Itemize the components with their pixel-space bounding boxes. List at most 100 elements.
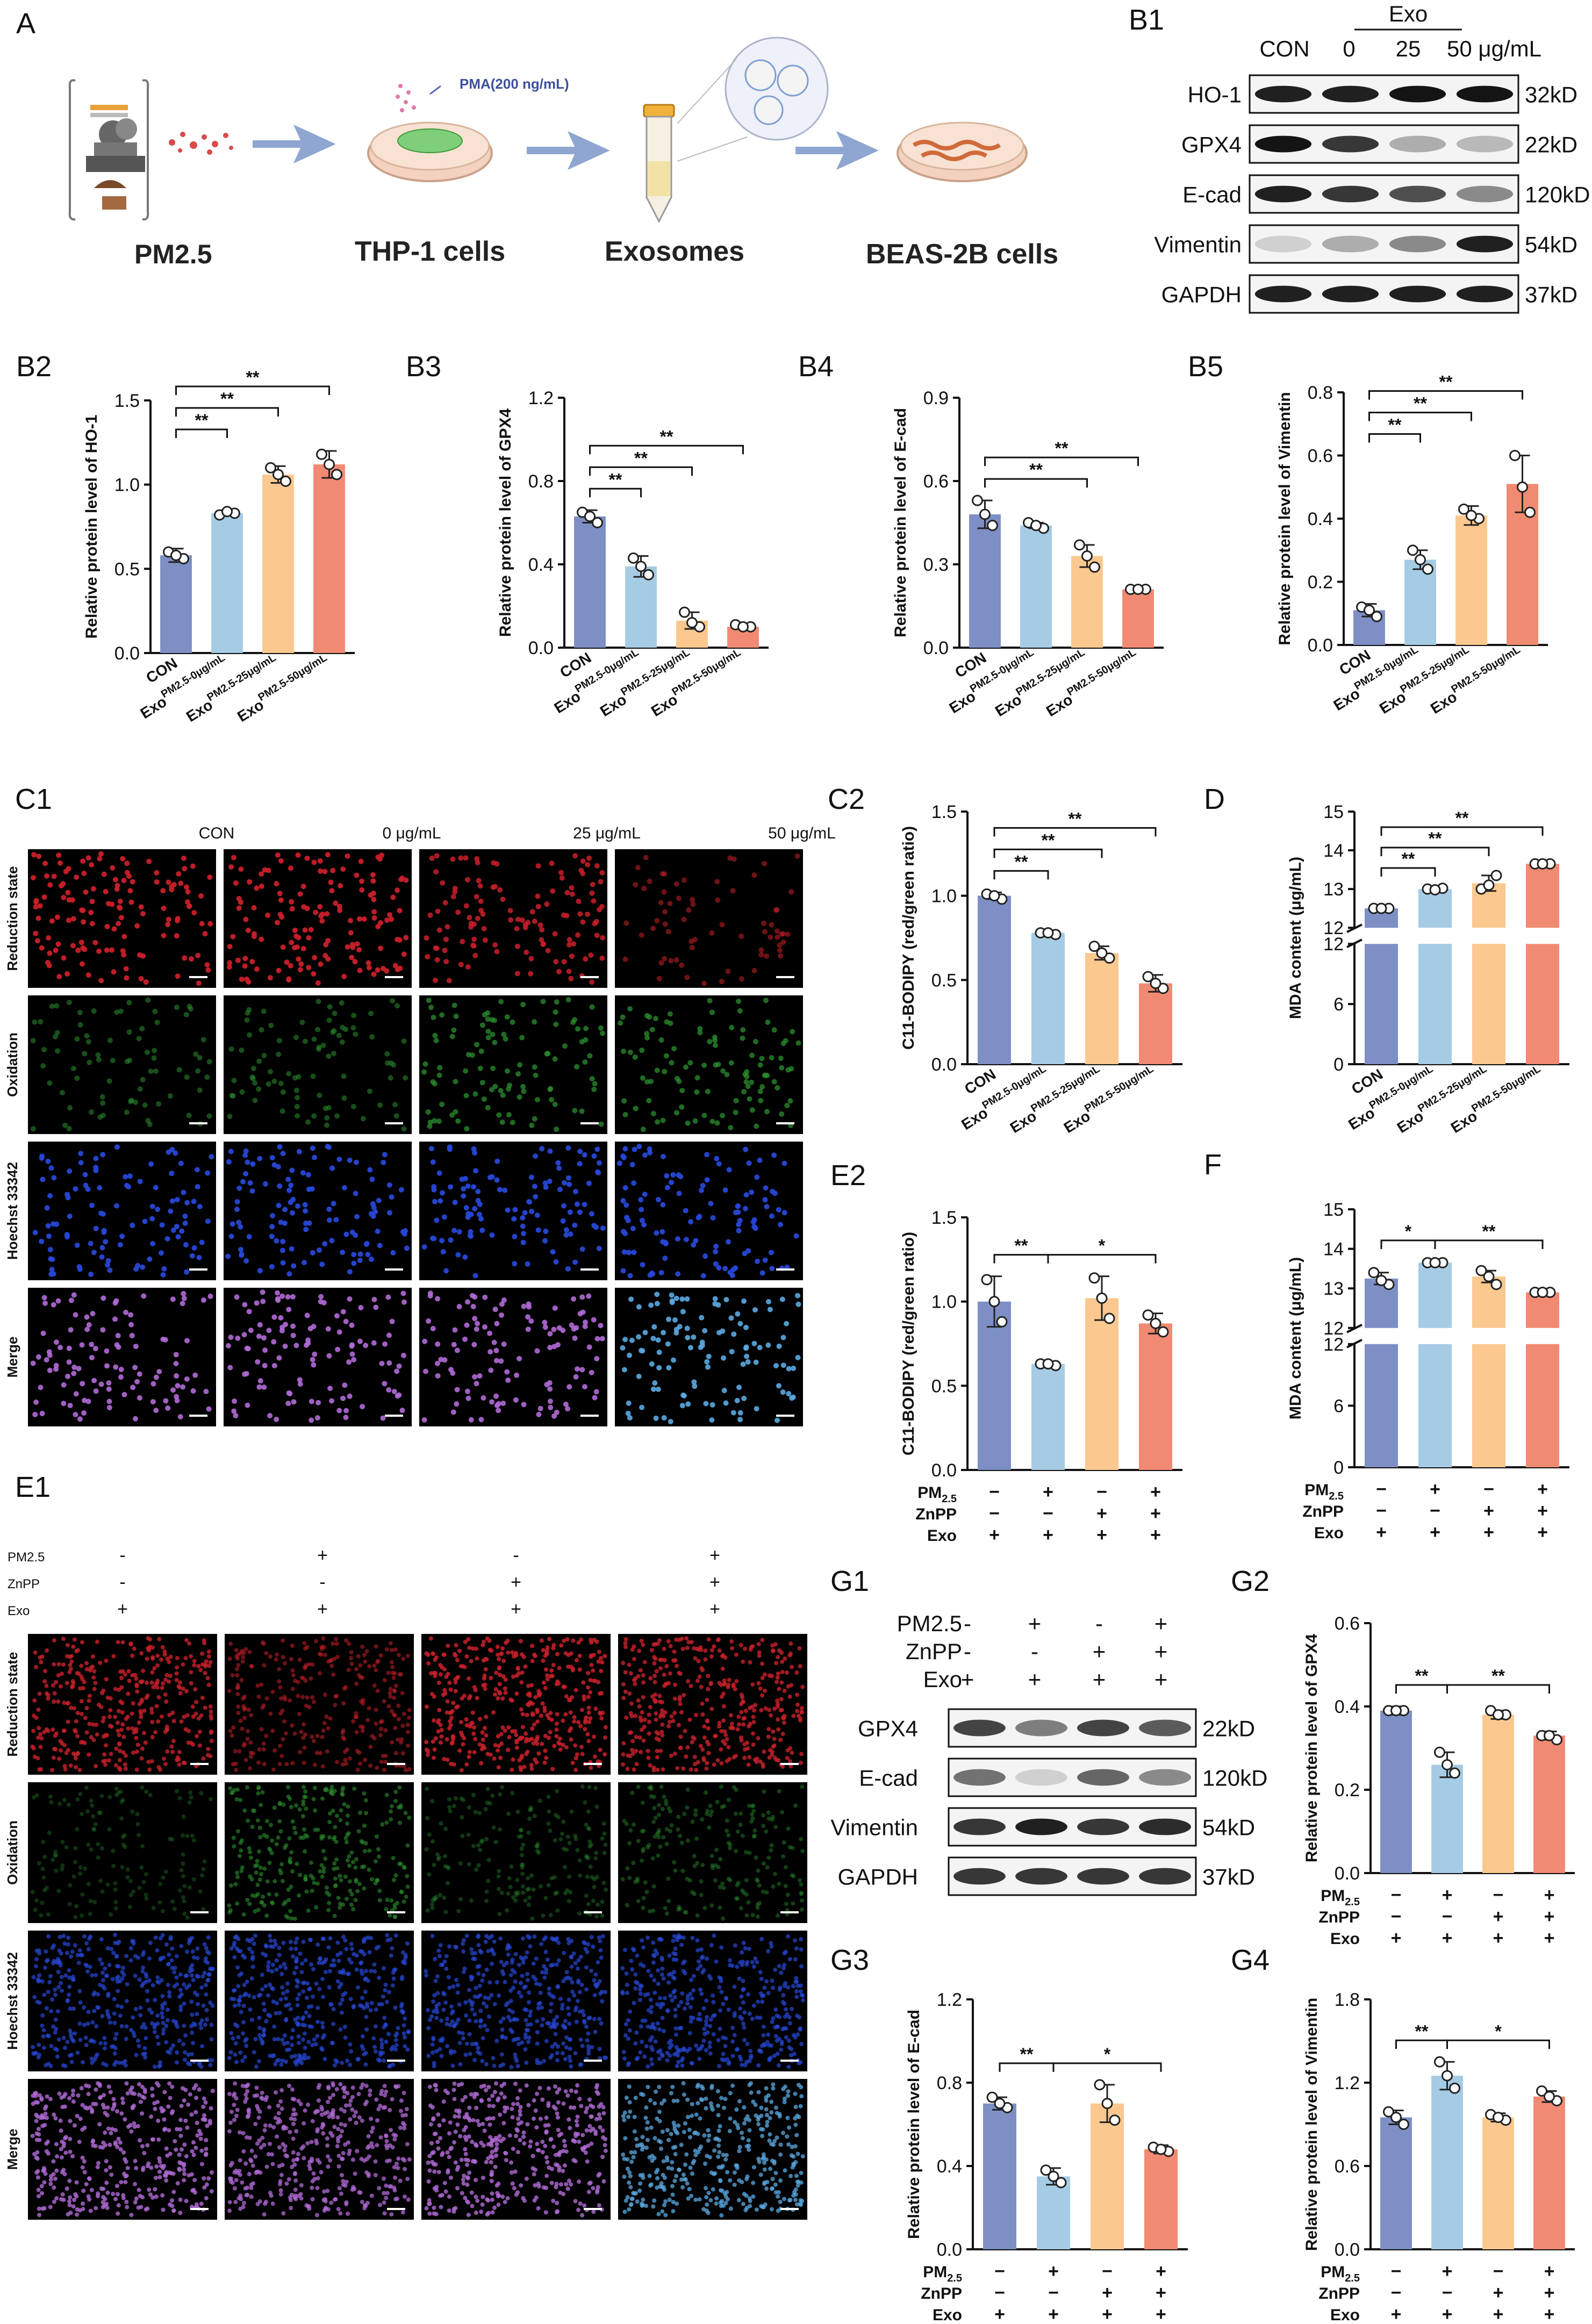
cell: [456, 1229, 462, 1235]
cell: [226, 964, 232, 970]
cell: [546, 1735, 551, 1740]
wb-row-label-3: Vimentin: [1154, 232, 1242, 257]
e1-cond-mark-2-0: +: [117, 1599, 128, 1619]
cell: [260, 1894, 265, 1899]
cell: [573, 1756, 578, 1761]
cell: [377, 920, 383, 926]
cell: [535, 1848, 540, 1853]
cell: [238, 1224, 243, 1230]
cell: [716, 1330, 722, 1336]
cell: [278, 1744, 283, 1748]
cell: [319, 1834, 324, 1839]
cell: [342, 1382, 348, 1388]
cell: [278, 1871, 283, 1876]
cell: [692, 1646, 697, 1651]
cell: [719, 1694, 724, 1699]
cell: [109, 1912, 113, 1917]
cell: [733, 1098, 739, 1103]
cell: [481, 1395, 486, 1401]
cell: [101, 1688, 106, 1693]
cell: [403, 1075, 408, 1081]
cell: [83, 1716, 88, 1720]
cell: [433, 1736, 438, 1741]
cell: [130, 1222, 135, 1228]
cell: [626, 1250, 632, 1256]
cell: [552, 1875, 557, 1880]
cell: [485, 1029, 491, 1035]
cell: [161, 1875, 166, 1880]
cell: [130, 1939, 135, 1943]
cell: [625, 1217, 631, 1223]
cell: [636, 1839, 641, 1844]
cell: [673, 1295, 679, 1301]
cell: [376, 1197, 382, 1203]
cell: [644, 1031, 650, 1037]
cell: [233, 2052, 238, 2057]
cell: [360, 1728, 365, 1733]
cell: [272, 2037, 277, 2042]
cell: [353, 1898, 358, 1903]
cell: [639, 1048, 645, 1053]
cell: [191, 1742, 196, 1747]
cell: [566, 1181, 572, 1187]
cell: [280, 1708, 285, 1713]
cell: [403, 877, 409, 883]
cell: [506, 1112, 512, 1118]
cell: [277, 912, 283, 917]
cell: [175, 1755, 180, 1760]
cell: [159, 1250, 164, 1256]
cell: [302, 1827, 306, 1832]
cell: [199, 2026, 204, 2031]
cell: [494, 1177, 500, 1183]
cell: [521, 1402, 527, 1408]
cell: [170, 1899, 175, 1904]
cell: [781, 1716, 786, 1720]
wb-band-4-1: [1322, 285, 1379, 303]
cell: [393, 1798, 398, 1803]
cell: [165, 1656, 170, 1661]
cell: [121, 1391, 127, 1397]
cell: [52, 1699, 56, 1704]
cell: [300, 1695, 305, 1699]
cell: [620, 1345, 626, 1351]
cell: [309, 1417, 314, 1423]
cell: [113, 1881, 118, 1886]
cell: [113, 1940, 118, 1945]
cell: [199, 2018, 204, 2023]
cell: [431, 1898, 435, 1903]
cell: [67, 1968, 71, 1972]
cell: [547, 1809, 551, 1814]
cell: [596, 1170, 601, 1176]
cell: [663, 1710, 668, 1715]
cell: [278, 897, 284, 903]
cell: [466, 1832, 471, 1837]
cell: [56, 852, 62, 858]
scalebar: [580, 976, 599, 978]
cell: [666, 1876, 671, 1881]
cell: [247, 1649, 252, 1654]
scalebar: [584, 1763, 602, 1765]
cell: [196, 1663, 201, 1668]
cell: [315, 1046, 321, 1052]
cell: [646, 1098, 652, 1103]
wb-band-4-2: [1389, 285, 1446, 303]
cell: [360, 1404, 365, 1410]
cell: [377, 1889, 382, 1893]
cell: [310, 1250, 315, 1256]
cell: [760, 1693, 765, 1698]
cell: [514, 971, 520, 977]
cell: [150, 1399, 156, 1405]
cell: [353, 1715, 358, 1719]
cell: [174, 2060, 179, 2065]
cell: [86, 1322, 92, 1328]
cell: [768, 934, 773, 940]
cell: [534, 1348, 540, 1354]
cell: [276, 1051, 282, 1057]
cell: [624, 1715, 629, 1720]
cell: [114, 1746, 119, 1751]
cell: [67, 1802, 71, 1807]
cell: [296, 935, 302, 941]
cell: [496, 1112, 502, 1118]
cell: [312, 1699, 317, 1704]
cell: [134, 2053, 139, 2057]
